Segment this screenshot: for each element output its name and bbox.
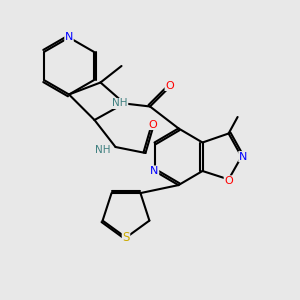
Text: NH: NH (112, 98, 128, 109)
Text: O: O (224, 176, 233, 186)
Text: N: N (65, 32, 73, 43)
Text: S: S (122, 231, 130, 244)
Text: N: N (150, 166, 159, 176)
Text: O: O (165, 80, 174, 91)
Text: O: O (148, 119, 158, 130)
Text: N: N (239, 152, 247, 162)
Text: NH: NH (95, 145, 111, 155)
